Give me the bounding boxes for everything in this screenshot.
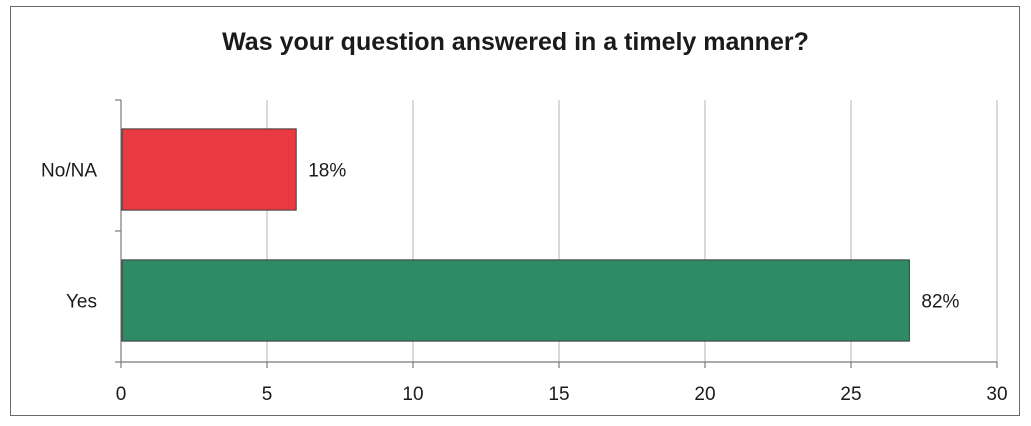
bar-no-na bbox=[121, 128, 297, 211]
x-tick-label-10: 10 bbox=[402, 384, 423, 405]
data-label-yes: 82% bbox=[921, 292, 959, 313]
chart-title: Was your question answered in a timely m… bbox=[222, 28, 809, 56]
x-tick-label-5: 5 bbox=[262, 384, 273, 405]
x-tick-label-0: 0 bbox=[116, 384, 127, 405]
x-tick-label-15: 15 bbox=[548, 384, 569, 405]
x-tick-label-20: 20 bbox=[694, 384, 715, 405]
data-label-no-na: 18% bbox=[308, 161, 346, 182]
x-tick-label-30: 30 bbox=[986, 384, 1007, 405]
chart-frame bbox=[10, 6, 1020, 416]
category-label-no-na: No/NA bbox=[41, 161, 97, 182]
x-tick-label-25: 25 bbox=[840, 384, 861, 405]
category-label-yes: Yes bbox=[66, 292, 97, 313]
bar-yes bbox=[121, 259, 910, 342]
